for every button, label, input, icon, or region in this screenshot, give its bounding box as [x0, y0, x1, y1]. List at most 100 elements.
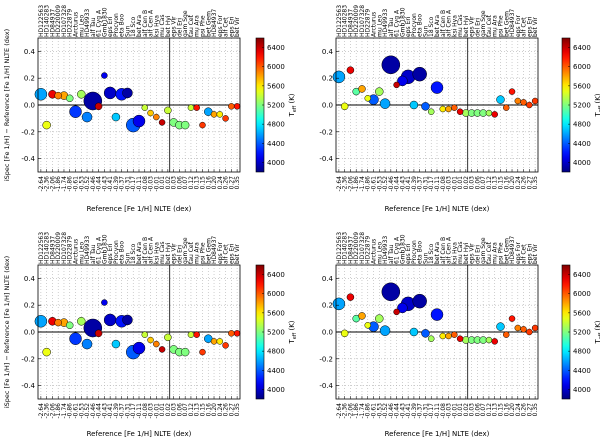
colorbar-label-unit: (K) — [594, 320, 600, 333]
star-label: HD84937 — [211, 236, 218, 264]
star-label: Arcturus — [73, 239, 80, 264]
data-point — [199, 348, 206, 356]
data-point — [346, 66, 355, 74]
y-tick-label: 0.4 — [24, 48, 36, 56]
data-point — [132, 341, 146, 355]
star-label: eps Eri — [526, 16, 533, 37]
data-point — [379, 98, 391, 109]
star-label: eps Vir — [171, 243, 178, 264]
star-label: HD122563 — [38, 5, 45, 37]
star-label: alf Cen A — [446, 236, 453, 264]
star-label: alf Tau — [90, 244, 97, 264]
x-axis-label: Reference [Fe 1/H] NLTE (dex) — [87, 205, 192, 213]
x-tick-label: -0.86 — [365, 176, 372, 192]
data-point — [94, 102, 103, 111]
data-point — [332, 70, 346, 84]
star-label: bet Vir — [234, 17, 241, 37]
star-label: HD107328 — [359, 232, 366, 264]
x-tick-label: 0.20 — [211, 403, 218, 417]
x-tick-label: 0.24 — [217, 403, 224, 417]
x-tick-label: -0.52 — [382, 403, 389, 419]
colorbar-tick-label: 4000 — [573, 386, 591, 394]
star-label: mu Leo — [376, 242, 383, 264]
data-point — [503, 331, 510, 338]
data-point — [81, 338, 93, 350]
data-point — [69, 332, 82, 345]
x-tick-label: -0.44 — [96, 403, 103, 419]
colorbar-tick-label: 6400 — [267, 271, 285, 279]
data-point — [520, 326, 527, 333]
star-label: HD107328 — [61, 232, 68, 264]
data-point — [456, 108, 464, 115]
x-tick-label: 0.13 — [492, 403, 499, 417]
data-point — [479, 109, 487, 117]
data-point — [69, 105, 82, 118]
y-tick-label: -0.2 — [21, 355, 35, 363]
star-label: Procyon — [113, 240, 120, 264]
data-point — [103, 86, 117, 100]
x-tick-label: -0.31 — [124, 403, 131, 419]
y-tick-label: -0.2 — [21, 128, 35, 136]
data-point — [193, 331, 200, 338]
x-tick-label: -0.17 — [130, 403, 137, 419]
star-label: HD49933 — [382, 236, 389, 264]
y-tick-label: 0.4 — [322, 48, 334, 56]
data-point — [412, 66, 427, 82]
star-label: eps Vir — [469, 16, 476, 37]
data-point — [451, 331, 458, 338]
colorbar-tick-label: 5200 — [573, 329, 591, 337]
x-tick-label: -0.03 — [148, 403, 155, 419]
star-label: eps Vir — [171, 16, 178, 37]
x-tick-label: 0.01 — [159, 403, 166, 417]
data-point — [427, 108, 435, 115]
x-tick-label: -0.46 — [90, 176, 97, 192]
y-tick-label: 0.0 — [322, 329, 333, 337]
data-point — [520, 99, 527, 106]
x-tick-label: -0.44 — [394, 176, 401, 192]
x-tick-label: -0.39 — [113, 176, 120, 192]
x-tick-label: 0.02 — [463, 176, 470, 190]
data-point — [42, 120, 51, 130]
data-point — [445, 105, 452, 113]
star-label: HD122563 — [336, 5, 343, 37]
star-label: mu Ara — [194, 242, 201, 264]
x-tick-label: -0.17 — [428, 403, 435, 419]
star-label: HD84937 — [49, 9, 56, 37]
colorbar-label-main: T — [594, 112, 600, 118]
star-label: mu Cas — [159, 241, 166, 264]
star-label: tau Cet — [486, 241, 493, 264]
data-point — [397, 75, 408, 87]
x-tick-label: -2.36 — [342, 403, 349, 419]
data-point — [427, 335, 435, 342]
x-tick-label: -1.86 — [353, 176, 360, 192]
x-tick-label: 0.13 — [492, 176, 499, 190]
x-tick-label: 0.03 — [469, 176, 476, 190]
y-tick-label: 0.2 — [24, 302, 35, 310]
data-point — [439, 332, 447, 340]
data-point — [193, 104, 200, 111]
data-point — [421, 102, 430, 111]
x-tick-label: -0.43 — [101, 403, 108, 419]
star-label: Gmb1830 — [101, 7, 108, 37]
data-point — [375, 314, 384, 323]
y-tick-label: 0.4 — [24, 275, 36, 283]
x-tick-label: -0.37 — [119, 403, 126, 419]
star-label: 18 Sco — [130, 243, 137, 264]
data-point — [456, 335, 464, 342]
star-label: alf Cen B — [440, 10, 447, 37]
x-axis-label: Reference [Fe 1/H] NLTE (dex) — [87, 430, 192, 438]
x-tick-label: -0.31 — [422, 176, 429, 192]
star-label: Sun — [422, 25, 429, 37]
data-point — [34, 88, 48, 101]
star-label: bet Vir — [532, 244, 539, 264]
star-label: mu Leo — [78, 15, 85, 37]
star-label: bet Gem — [503, 238, 510, 264]
colorbar-label: Teff (K) — [594, 93, 600, 117]
y-tick-label: -0.4 — [21, 382, 35, 390]
data-point — [508, 315, 516, 322]
star-label: alf Tau — [90, 17, 97, 37]
star-label: 18 Sco — [130, 16, 137, 37]
colorbar-label-main: T — [594, 339, 600, 345]
x-tick-label: 0.15 — [497, 176, 504, 190]
